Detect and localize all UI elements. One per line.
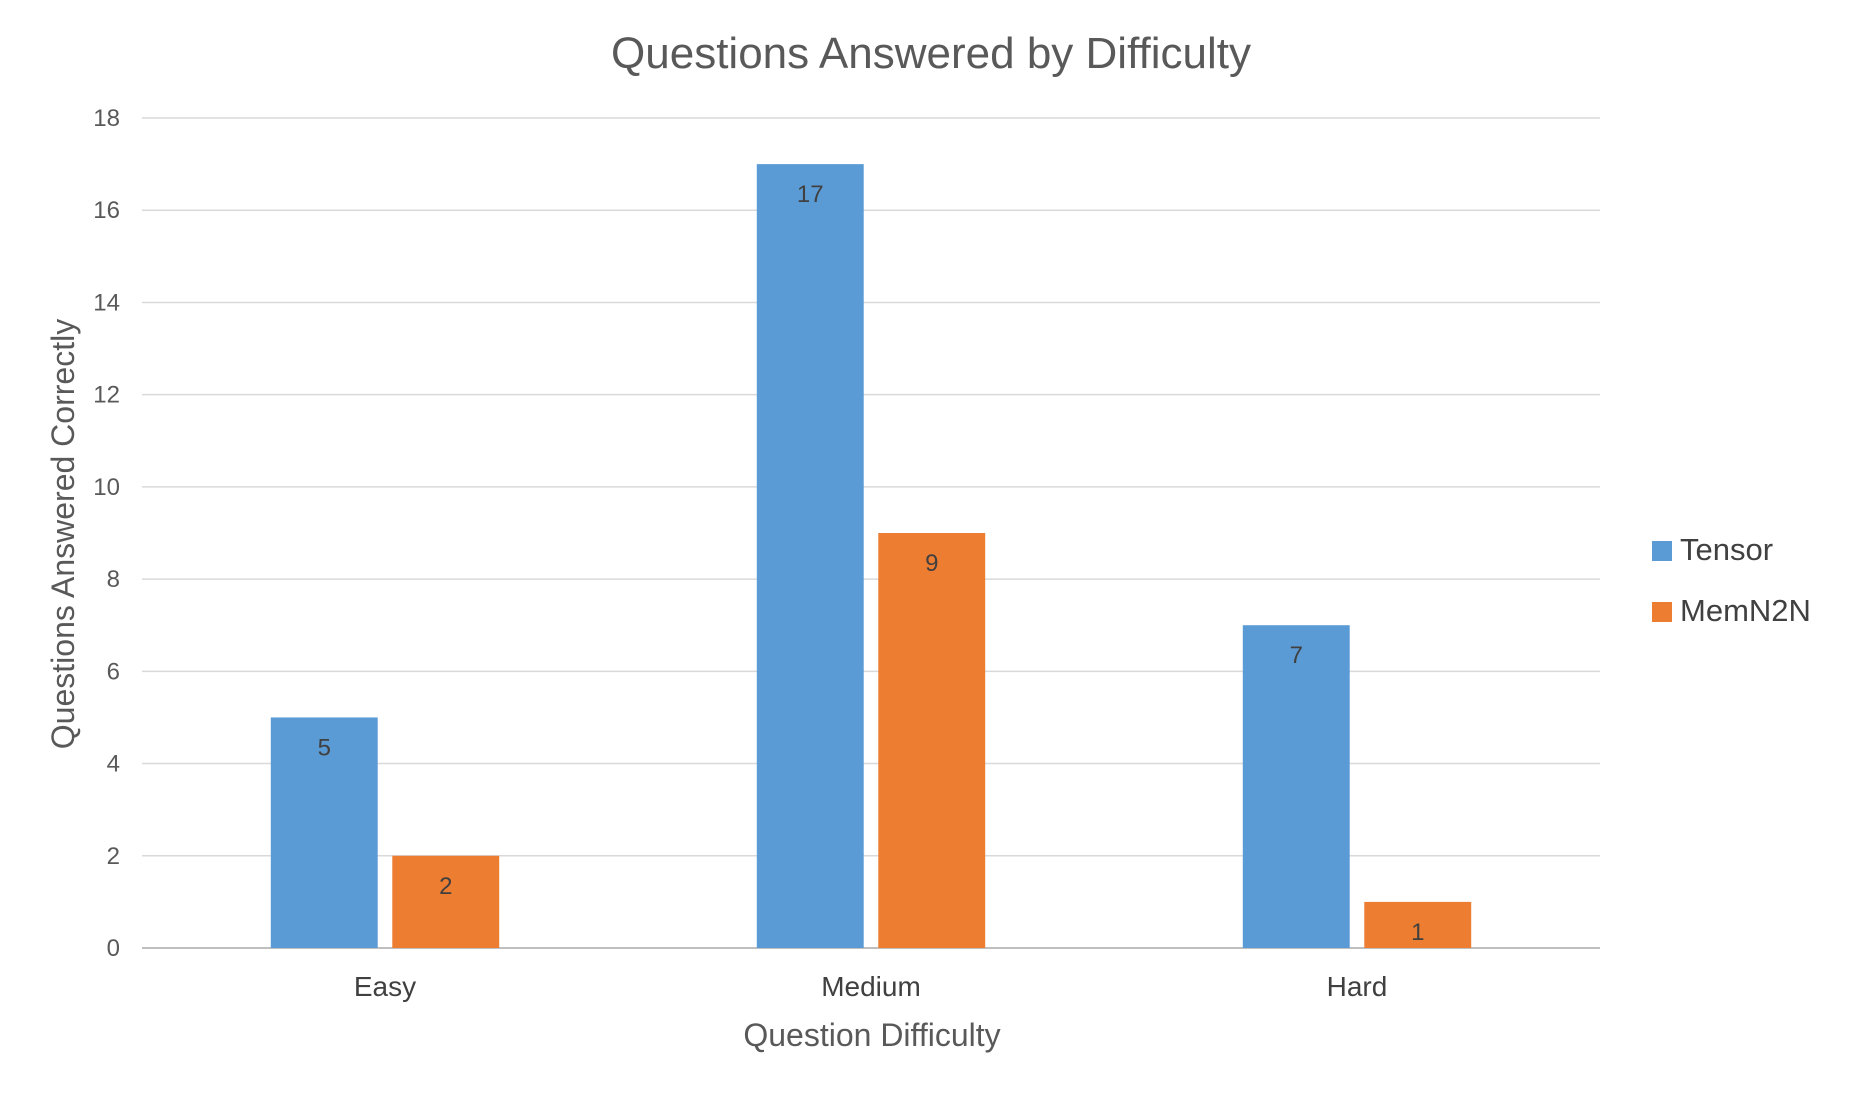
y-tick-label: 10 [93,474,120,501]
bar-value-label: 5 [318,734,331,761]
bar [1364,901,1472,948]
y-tick-label: 18 [93,105,120,132]
y-tick-label: 6 [107,658,120,685]
y-tick-label: 14 [93,289,120,316]
x-tick-label: Easy [354,971,416,1002]
x-axis-categories: Easy Medium Hard [354,971,1387,1002]
y-axis-title: Questions Answered Correctly [45,319,81,749]
bar-value-label: 2 [439,873,452,900]
y-tick-label: 12 [93,382,120,409]
chart-title: Questions Answered by Difficulty [611,29,1251,78]
bar [878,533,986,948]
y-tick-label: 4 [107,751,120,778]
y-tick-label: 8 [107,566,120,593]
bar-labels: 5 2 17 9 7 1 [318,181,1425,946]
bars [270,164,1472,949]
gridlines [142,117,1600,949]
legend-swatch [1652,602,1672,622]
bar [392,855,500,948]
bar-value-label: 7 [1290,642,1303,669]
y-tick-label: 16 [93,197,120,224]
bar [1242,625,1350,948]
legend-label: Tensor [1680,532,1773,567]
x-tick-label: Hard [1327,971,1388,1002]
bar-value-label: 1 [1411,919,1424,946]
legend: Tensor MemN2N [1652,532,1811,628]
bar [756,164,864,949]
y-tick-label: 0 [107,935,120,962]
legend-swatch [1652,541,1672,561]
bar-value-label: 17 [797,181,824,208]
bar-value-label: 9 [925,550,938,577]
y-tick-label: 2 [107,843,120,870]
x-tick-label: Medium [821,971,921,1002]
x-axis-title: Question Difficulty [743,1017,1000,1053]
y-axis-ticks: 0 2 4 6 8 10 12 14 16 18 [93,105,120,962]
bar [270,717,378,948]
legend-label: MemN2N [1680,593,1811,628]
